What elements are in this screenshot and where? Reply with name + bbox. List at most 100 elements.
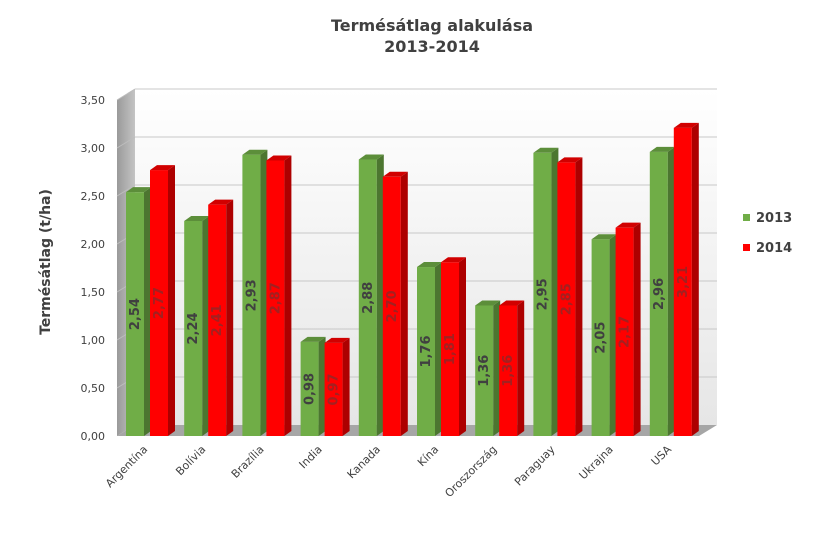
side-gridline (116, 136, 136, 149)
bar: 2,95 (533, 147, 559, 437)
legend: 2013 2014 (743, 211, 792, 256)
data-label: 2,17 (618, 316, 633, 348)
bar-top (441, 257, 466, 263)
chart-subtitle: 2013-2014 (384, 37, 480, 56)
bar-side (318, 336, 326, 436)
bar: 0,97 (324, 337, 350, 436)
x-tick-label: Ukrajna (577, 443, 616, 482)
bar: 1,36 (499, 300, 525, 436)
bar: 2,96 (649, 146, 675, 436)
bar-front (126, 192, 144, 436)
x-tick-label: Bolívia (173, 443, 208, 478)
y-tick-label: 1,50 (81, 286, 106, 299)
bar-front (499, 305, 518, 436)
bar-side (144, 187, 151, 436)
data-label: 2,54 (128, 298, 143, 330)
data-label: 2,93 (244, 279, 259, 311)
bar-top (417, 262, 442, 268)
data-label: 2,96 (652, 278, 667, 310)
data-label: 2,85 (559, 283, 574, 315)
x-tick-label: Argentína (103, 443, 150, 490)
data-label: 2,77 (152, 287, 167, 319)
bar-side (633, 222, 641, 436)
bar: 1,81 (441, 257, 466, 436)
bar-side (691, 122, 699, 436)
bar-side (202, 215, 210, 436)
y-tick-label: 3,50 (81, 94, 106, 107)
data-label: 3,21 (676, 266, 691, 298)
bar: 2,05 (591, 234, 617, 436)
legend-swatch (743, 244, 750, 251)
bar-top (324, 337, 350, 343)
bar-top (300, 336, 326, 342)
x-tick-label: Paraguay (512, 443, 558, 489)
bar-top (673, 122, 699, 128)
bar-front (266, 160, 285, 437)
bar-side (400, 171, 408, 437)
x-tick-label: India (297, 443, 325, 471)
bar-front (417, 267, 435, 436)
y-tick-label: 2,00 (81, 238, 106, 251)
bar-top (557, 157, 583, 163)
bar-front (184, 220, 203, 436)
data-label: 1,76 (419, 335, 434, 367)
plot-area: 0,00 0,50 1,00 1,50 2,00 2,50 3,00 3,50 2,54 2,77… (81, 88, 717, 500)
bar-side (342, 337, 350, 436)
x-tick-label: Brazília (229, 443, 267, 481)
bar-front (649, 151, 668, 436)
x-tick-label: Kína (415, 443, 441, 469)
bar: 2,77 (150, 165, 175, 436)
bar-front (533, 152, 552, 437)
x-tick-label: Kanada (345, 443, 383, 481)
bar-top (591, 234, 617, 240)
bar-top (150, 165, 175, 171)
data-label: 2,24 (186, 312, 201, 344)
bar: 3,21 (673, 122, 699, 436)
side-gridline (116, 88, 136, 101)
bar-top (266, 155, 292, 161)
bar-front (557, 162, 576, 436)
bar: 0,98 (300, 336, 326, 436)
bar-front (615, 227, 634, 436)
bar: 2,87 (266, 155, 292, 437)
bar-top (499, 300, 525, 306)
bar-front (441, 262, 459, 436)
bar-top (475, 300, 501, 306)
bar-front (358, 159, 377, 436)
data-label: 2,95 (535, 278, 550, 310)
bar: 2,88 (358, 154, 384, 436)
bar-side (435, 262, 442, 436)
legend-label: 2014 (756, 241, 792, 256)
chart-title: Termésátlag alakulása (331, 16, 533, 35)
data-label: 1,81 (443, 333, 458, 365)
bar-front (475, 305, 494, 436)
data-label: 2,88 (361, 282, 376, 314)
x-tick-label: USA (649, 443, 675, 469)
bar-side (517, 300, 525, 436)
bar: 1,76 (417, 262, 442, 436)
bar-side (667, 146, 675, 436)
y-tick-label: 2,50 (81, 190, 106, 203)
data-label: 2,05 (594, 322, 609, 354)
y-tick-label: 1,00 (81, 334, 106, 347)
bar-top (615, 222, 641, 228)
x-tick-label: Oroszország (442, 443, 499, 500)
bar-front (242, 154, 261, 436)
bar: 2,17 (615, 222, 641, 436)
bar-side (168, 165, 175, 436)
data-label: 2,70 (385, 290, 400, 322)
bar-front (150, 170, 168, 436)
bar-side (376, 154, 384, 436)
bar-top (184, 215, 210, 221)
data-label: 2,41 (210, 304, 225, 336)
bar-front (208, 204, 227, 436)
bar-top (382, 171, 408, 177)
bar-side (459, 257, 466, 436)
bar-side (284, 155, 292, 437)
bar-side (260, 149, 268, 436)
y-tick-label: 0,50 (81, 382, 106, 395)
bar-top (649, 146, 675, 152)
side-gridline (116, 184, 136, 197)
bar: 2,93 (242, 149, 268, 436)
data-label: 1,36 (477, 355, 492, 387)
